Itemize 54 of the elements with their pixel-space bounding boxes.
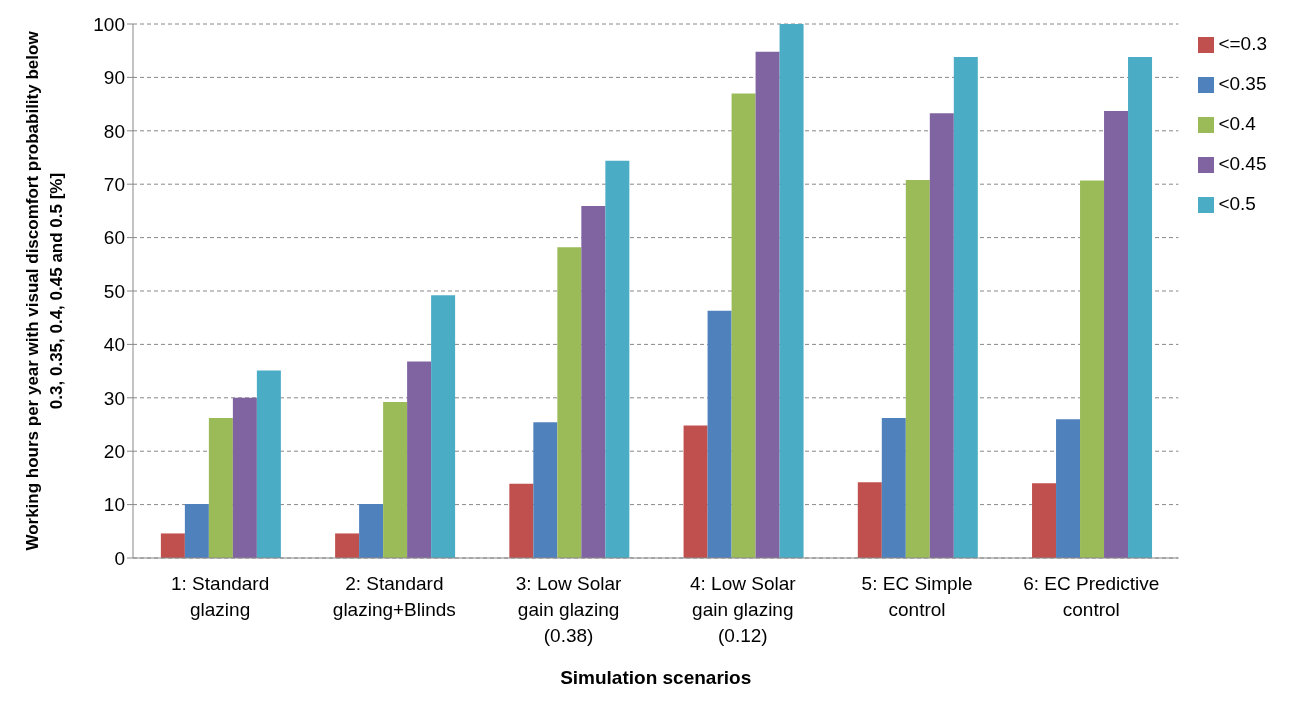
legend-label: <0.5 [1218, 193, 1256, 214]
bar [383, 402, 408, 558]
y-axis-title: Working hours per year with visual discomfort probability below 0.3, 0.35, 0.4, 0.45 and 0.5 [%] [23, 30, 66, 551]
bar [881, 418, 906, 558]
bar [857, 482, 882, 558]
y-tick-label: 30 [103, 387, 125, 409]
bar [359, 504, 384, 558]
bar [905, 179, 930, 558]
y-tick-label: 90 [103, 67, 125, 89]
y-tick-label: 40 [103, 334, 125, 356]
bar [1080, 180, 1105, 558]
bar [1032, 483, 1057, 558]
bar [581, 206, 606, 558]
y-tick-label: 80 [103, 120, 125, 142]
x-tick-label: 1: Standard glazing [170, 573, 270, 620]
y-tick-label: 100 [93, 13, 125, 35]
x-tick-label: 6: EC Predictive control [1023, 573, 1160, 620]
bar [731, 93, 756, 558]
bar [1056, 419, 1081, 558]
bar [953, 57, 978, 558]
bar [533, 422, 558, 558]
bar [160, 533, 185, 558]
bar [1128, 57, 1153, 558]
bar [256, 370, 281, 558]
bar [431, 295, 456, 558]
x-tick-label: 3: Low Solar gain glazing (0.38) [515, 573, 623, 646]
legend-label: <0.45 [1218, 153, 1267, 174]
bar [779, 24, 804, 558]
x-tick-label: 4: Low Solar gain glazing (0.12) [690, 573, 797, 646]
bar [707, 310, 732, 558]
bar [683, 425, 708, 558]
y-tick-label: 20 [103, 440, 125, 462]
bar [929, 113, 954, 558]
x-axis-title: Simulation scenarios [560, 667, 752, 688]
bar [557, 247, 582, 558]
bar [184, 504, 209, 558]
x-tick-label: 2: Standard glazing+Blinds [332, 573, 456, 620]
legend-label: <0.4 [1218, 113, 1256, 134]
legend-label: <=0.3 [1218, 33, 1267, 54]
bar [509, 483, 534, 558]
bar [605, 160, 630, 558]
legend-label: <0.35 [1218, 73, 1267, 94]
bar [335, 533, 360, 558]
y-tick-label: 60 [103, 227, 125, 249]
y-tick-label: 10 [103, 494, 125, 516]
bar [755, 51, 780, 558]
bar [1104, 111, 1129, 558]
y-tick-label: 0 [114, 547, 125, 569]
bar [232, 397, 257, 558]
y-tick-label: 50 [103, 280, 125, 302]
y-tick-label: 70 [103, 173, 125, 195]
x-tick-label: 5: EC Simple control [861, 573, 973, 620]
bar [208, 418, 233, 558]
bar [407, 361, 432, 558]
